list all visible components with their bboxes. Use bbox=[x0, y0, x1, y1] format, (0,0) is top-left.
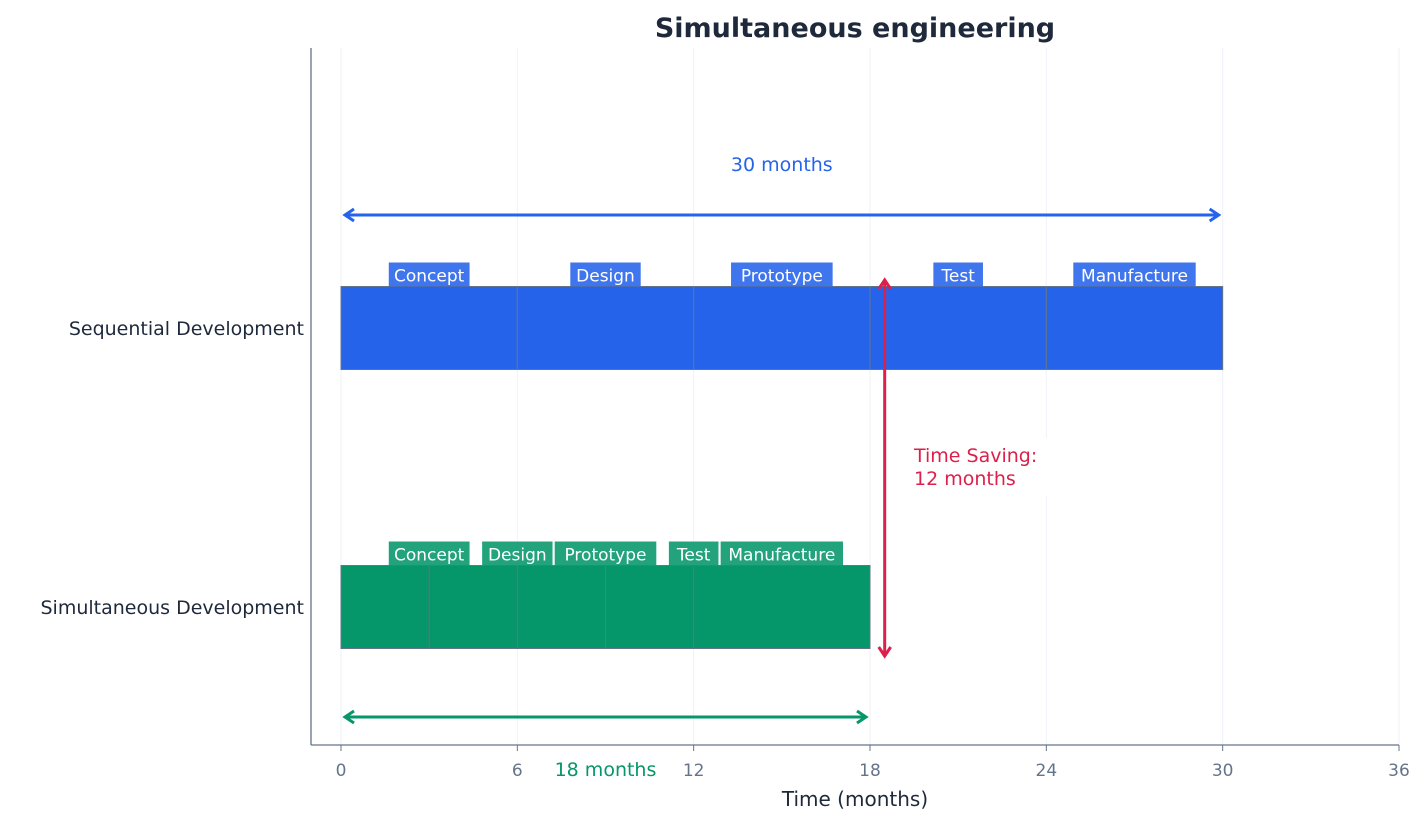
task-label: Prototype bbox=[741, 267, 823, 287]
time-saving-arrow-head bbox=[877, 646, 892, 659]
task-label: Test bbox=[940, 267, 975, 287]
duration-arrow-simultaneous-head bbox=[856, 709, 869, 725]
time-saving-label-box bbox=[908, 438, 1054, 496]
task-label-box bbox=[482, 541, 553, 566]
task-label-box bbox=[388, 541, 470, 566]
task-label: Manufacture bbox=[728, 546, 835, 566]
task-label: Concept bbox=[394, 267, 465, 287]
task-bar bbox=[1045, 286, 1224, 370]
task-label-box bbox=[570, 262, 641, 287]
task-label: Concept bbox=[394, 546, 465, 566]
task-label-box bbox=[388, 262, 470, 287]
task-label: Design bbox=[576, 267, 635, 287]
x-tick-label: 36 bbox=[1388, 761, 1410, 781]
x-ticks: 0 6 12 18 24 30 36 bbox=[336, 745, 1410, 781]
x-tick-label: 24 bbox=[1036, 761, 1058, 781]
x-tick-label: 12 bbox=[683, 761, 705, 781]
x-tick-label: 6 bbox=[512, 761, 523, 781]
time-saving-label: Time Saving: bbox=[913, 445, 1037, 467]
x-tick-label: 0 bbox=[336, 761, 347, 781]
task-label-box bbox=[554, 541, 657, 566]
duration-label-simultaneous: 18 months bbox=[555, 759, 657, 781]
x-axis-label: Time (months) bbox=[781, 787, 928, 811]
x-tick-label: 18 bbox=[859, 761, 881, 781]
task-bar bbox=[869, 286, 1047, 370]
task-bar bbox=[340, 286, 518, 370]
task-label: Manufacture bbox=[1081, 267, 1188, 287]
task-label: Test bbox=[676, 546, 711, 566]
y-tick-label: Simultaneous Development bbox=[40, 597, 304, 619]
time-saving-label: 12 months bbox=[914, 468, 1016, 490]
task-label: Prototype bbox=[564, 546, 646, 566]
grid bbox=[340, 48, 1400, 745]
time-saving-arrow-head bbox=[877, 277, 892, 290]
task-label-box bbox=[933, 262, 983, 287]
duration-label-sequential: 30 months bbox=[731, 154, 833, 176]
annotations: 30 months 18 months Time Saving:12 months bbox=[342, 154, 1222, 781]
task-label-box bbox=[720, 541, 844, 566]
x-tick-label: 30 bbox=[1212, 761, 1234, 781]
chart-title: Simultaneous engineering bbox=[655, 13, 1055, 44]
task-label: Design bbox=[488, 546, 547, 566]
task-bar bbox=[516, 286, 695, 370]
task-label-box bbox=[1073, 262, 1196, 287]
bars: Concept Design Prototype Test Manufacture Con… bbox=[340, 262, 1224, 649]
task-bar bbox=[693, 565, 871, 649]
task-bar bbox=[693, 286, 871, 370]
duration-arrow-sequential-head bbox=[342, 207, 355, 223]
duration-arrow-sequential-head bbox=[1208, 207, 1222, 223]
task-label-box bbox=[731, 262, 833, 287]
y-tick-labels: Sequential Development Simultaneous Devel… bbox=[40, 318, 304, 619]
task-label-box bbox=[668, 541, 719, 566]
y-tick-label: Sequential Development bbox=[69, 318, 304, 340]
duration-arrow-simultaneous-head bbox=[342, 709, 355, 725]
